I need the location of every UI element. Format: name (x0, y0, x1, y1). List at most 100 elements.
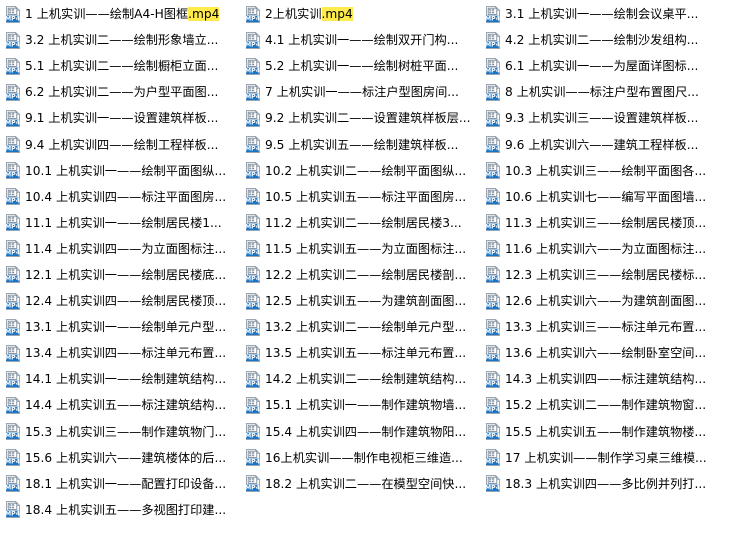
file-name-base: 13.6 上机实训六——绘制卧室空间... (505, 346, 707, 361)
file-list-item[interactable]: MP4 13.1 上机实训一——绘制单元户型... (0, 314, 240, 340)
file-name-base: 3.2 上机实训二——绘制形象墙立... (25, 33, 219, 48)
file-list-item[interactable]: MP4 12.2 上机实训二——绘制居民楼剖... (240, 262, 480, 288)
file-list-item[interactable]: MP4 12.4 上机实训四——绘制居民楼顶... (0, 288, 240, 314)
file-name-base: 5.2 上机实训一——绘制树桩平面... (265, 59, 459, 74)
svg-text:MP4: MP4 (5, 250, 21, 257)
file-list-item[interactable]: MP4 12.5 上机实训五——为建筑剖面图... (240, 288, 480, 314)
file-list-item[interactable]: MP4 15.2 上机实训二——制作建筑物窗... (480, 392, 720, 418)
file-list-item[interactable]: MP4 13.4 上机实训四——标注单元布置... (0, 340, 240, 366)
file-list-item[interactable]: MP4 8 上机实训——标注户型布置图尺... (480, 79, 720, 105)
file-name-label: 10.2 上机实训二——绘制平面图纵... (265, 163, 466, 179)
svg-text:MP4: MP4 (485, 120, 501, 127)
file-list-item[interactable]: MP4 17 上机实训——制作学习桌三维模... (480, 445, 720, 471)
file-list-item[interactable]: MP4 16上机实训——制作电视柜三维造... (240, 445, 480, 471)
file-name-base: 14.2 上机实训二——绘制建筑结构... (265, 372, 467, 387)
file-name-base: 11.6 上机实训六——为立面图标注... (505, 241, 707, 256)
file-list-item[interactable]: MP4 5.2 上机实训一——绘制树桩平面... (240, 53, 480, 79)
file-list-item[interactable]: MP4 18.4 上机实训五——多视图打印建... (0, 497, 240, 523)
file-list-item[interactable]: MP4 12.1 上机实训一——绘制居民楼底... (0, 262, 240, 288)
mp4-file-icon: MP4 (5, 109, 22, 127)
file-list-item[interactable]: MP4 13.3 上机实训三——标注单元布置... (480, 314, 720, 340)
file-list-item[interactable]: MP4 14.4 上机实训五——标注建筑结构... (0, 392, 240, 418)
file-name-base: 9.5 上机实训五——绘制建筑样板... (265, 137, 459, 152)
mp4-file-icon: MP4 (245, 370, 262, 388)
svg-text:MP4: MP4 (5, 224, 21, 231)
mp4-file-icon: MP4 (5, 136, 22, 154)
file-list-item[interactable]: MP4 12.3 上机实训三——绘制居民楼标... (480, 262, 720, 288)
svg-text:MP4: MP4 (485, 224, 501, 231)
svg-text:MP4: MP4 (485, 433, 501, 440)
file-list-item[interactable]: MP4 6.1 上机实训一——为屋面详图标... (480, 53, 720, 79)
file-list-item[interactable]: MP4 9.1 上机实训一——设置建筑样板... (0, 105, 240, 131)
mp4-file-icon: MP4 (245, 57, 262, 75)
mp4-file-icon: MP4 (5, 31, 22, 49)
file-list-item[interactable]: MP4 11.1 上机实训一——绘制居民楼1... (0, 210, 240, 236)
file-list-item[interactable]: MP4 9.6 上机实训六——建筑工程样板... (480, 131, 720, 157)
file-list-item[interactable]: MP4 10.5 上机实训五——标注平面图房... (240, 184, 480, 210)
file-list-item[interactable]: MP4 11.5 上机实训五——为立面图标注... (240, 236, 480, 262)
file-list-item[interactable]: MP4 6.2 上机实训二——为户型平面图... (0, 79, 240, 105)
file-list-item[interactable]: MP4 14.3 上机实训四——标注建筑结构... (480, 366, 720, 392)
file-list-item[interactable]: MP4 13.2 上机实训二——绘制单元户型... (240, 314, 480, 340)
file-list-item[interactable]: MP4 11.3 上机实训三——绘制居民楼顶... (480, 210, 720, 236)
file-name-base: 11.5 上机实训五——为立面图标注... (265, 241, 467, 256)
mp4-file-icon: MP4 (5, 370, 22, 388)
file-list-item[interactable]: MP4 9.5 上机实训五——绘制建筑样板... (240, 131, 480, 157)
file-list-item[interactable]: MP4 4.1 上机实训一——绘制双开门构... (240, 27, 480, 53)
file-list-item[interactable]: MP4 9.3 上机实训三——设置建筑样板... (480, 105, 720, 131)
file-list-item[interactable]: MP4 4.2 上机实训二——绘制沙发组构... (480, 27, 720, 53)
file-list-item-empty (480, 497, 720, 523)
file-name-label: 14.3 上机实训四——标注建筑结构... (505, 371, 706, 387)
file-name-base: 15.4 上机实训四——制作建筑物阳... (265, 424, 467, 439)
file-list-item[interactable]: MP4 13.5 上机实训五——标注单元布置... (240, 340, 480, 366)
file-list-item[interactable]: MP4 11.4 上机实训四——为立面图标注... (0, 236, 240, 262)
file-name-label: 9.2 上机实训二——设置建筑样板层... (265, 110, 471, 126)
file-list-item[interactable]: MP4 13.6 上机实训六——绘制卧室空间... (480, 340, 720, 366)
file-list-item[interactable]: MP4 1 上机实训——绘制A4-H图框.mp4 (0, 1, 240, 27)
file-list-item[interactable]: MP4 3.1 上机实训一——绘制会议桌平... (480, 1, 720, 27)
file-list-item[interactable]: MP4 11.2 上机实训二——绘制居民楼3... (240, 210, 480, 236)
file-name-label: 7 上机实训一——标注户型图房间... (265, 84, 459, 100)
svg-text:MP4: MP4 (485, 250, 501, 257)
file-list-item[interactable]: MP4 10.4 上机实训四——标注平面图房... (0, 184, 240, 210)
file-list-item[interactable]: MP4 7 上机实训一——标注户型图房间... (240, 79, 480, 105)
file-list-item[interactable]: MP4 18.2 上机实训二——在模型空间快... (240, 471, 480, 497)
file-list-item[interactable]: MP4 10.3 上机实训三——绘制平面图各... (480, 158, 720, 184)
file-list-item[interactable]: MP4 10.1 上机实训一——绘制平面图纵... (0, 158, 240, 184)
svg-text:MP4: MP4 (5, 94, 21, 101)
file-list-item[interactable]: MP4 11.6 上机实训六——为立面图标注... (480, 236, 720, 262)
file-list-item[interactable]: MP4 15.6 上机实训六——建筑楼体的后... (0, 445, 240, 471)
mp4-file-icon: MP4 (5, 188, 22, 206)
file-list-item[interactable]: MP4 5.1 上机实训二——绘制橱柜立面... (0, 53, 240, 79)
mp4-file-icon: MP4 (485, 188, 502, 206)
file-name-label: 13.5 上机实训五——标注单元布置... (265, 345, 466, 361)
file-list-item[interactable]: MP4 9.4 上机实训四——绘制工程样板... (0, 131, 240, 157)
file-name-base: 12.1 上机实训一——绘制居民楼底... (25, 267, 227, 282)
file-list-item[interactable]: MP4 12.6 上机实训六——为建筑剖面图... (480, 288, 720, 314)
file-list-item[interactable]: MP4 15.5 上机实训五——制作建筑物楼... (480, 419, 720, 445)
file-list-item[interactable]: MP4 14.1 上机实训一——绘制建筑结构... (0, 366, 240, 392)
mp4-file-icon: MP4 (485, 240, 502, 258)
svg-text:MP4: MP4 (485, 354, 501, 361)
file-name-base: 10.5 上机实训五——标注平面图房... (265, 189, 467, 204)
file-list-item[interactable]: MP4 2上机实训.mp4 (240, 1, 480, 27)
file-name-base: 13.1 上机实训一——绘制单元户型... (25, 320, 227, 335)
file-name-label: 10.1 上机实训一——绘制平面图纵... (25, 163, 226, 179)
file-name-label: 12.2 上机实训二——绘制居民楼剖... (265, 267, 466, 283)
file-list-item[interactable]: MP4 9.2 上机实训二——设置建筑样板层... (240, 105, 480, 131)
file-list-item[interactable]: MP4 15.3 上机实训三——制作建筑物门... (0, 419, 240, 445)
file-list-item[interactable]: MP4 18.3 上机实训四——多比例并列打... (480, 471, 720, 497)
file-list-item[interactable]: MP4 14.2 上机实训二——绘制建筑结构... (240, 366, 480, 392)
file-list-item[interactable]: MP4 10.2 上机实训二——绘制平面图纵... (240, 158, 480, 184)
mp4-file-icon: MP4 (245, 188, 262, 206)
file-list-item[interactable]: MP4 15.1 上机实训一——制作建筑物墙... (240, 392, 480, 418)
mp4-file-icon: MP4 (245, 31, 262, 49)
file-name-base: 12.6 上机实训六——为建筑剖面图... (505, 294, 707, 309)
mp4-file-icon: MP4 (5, 214, 22, 232)
file-list-item[interactable]: MP4 10.6 上机实训七——编写平面图墙... (480, 184, 720, 210)
file-list-item[interactable]: MP4 18.1 上机实训一——配置打印设备... (0, 471, 240, 497)
mp4-file-icon: MP4 (485, 370, 502, 388)
file-list-item[interactable]: MP4 3.2 上机实训二——绘制形象墙立... (0, 27, 240, 53)
file-list-item[interactable]: MP4 15.4 上机实训四——制作建筑物阳... (240, 419, 480, 445)
